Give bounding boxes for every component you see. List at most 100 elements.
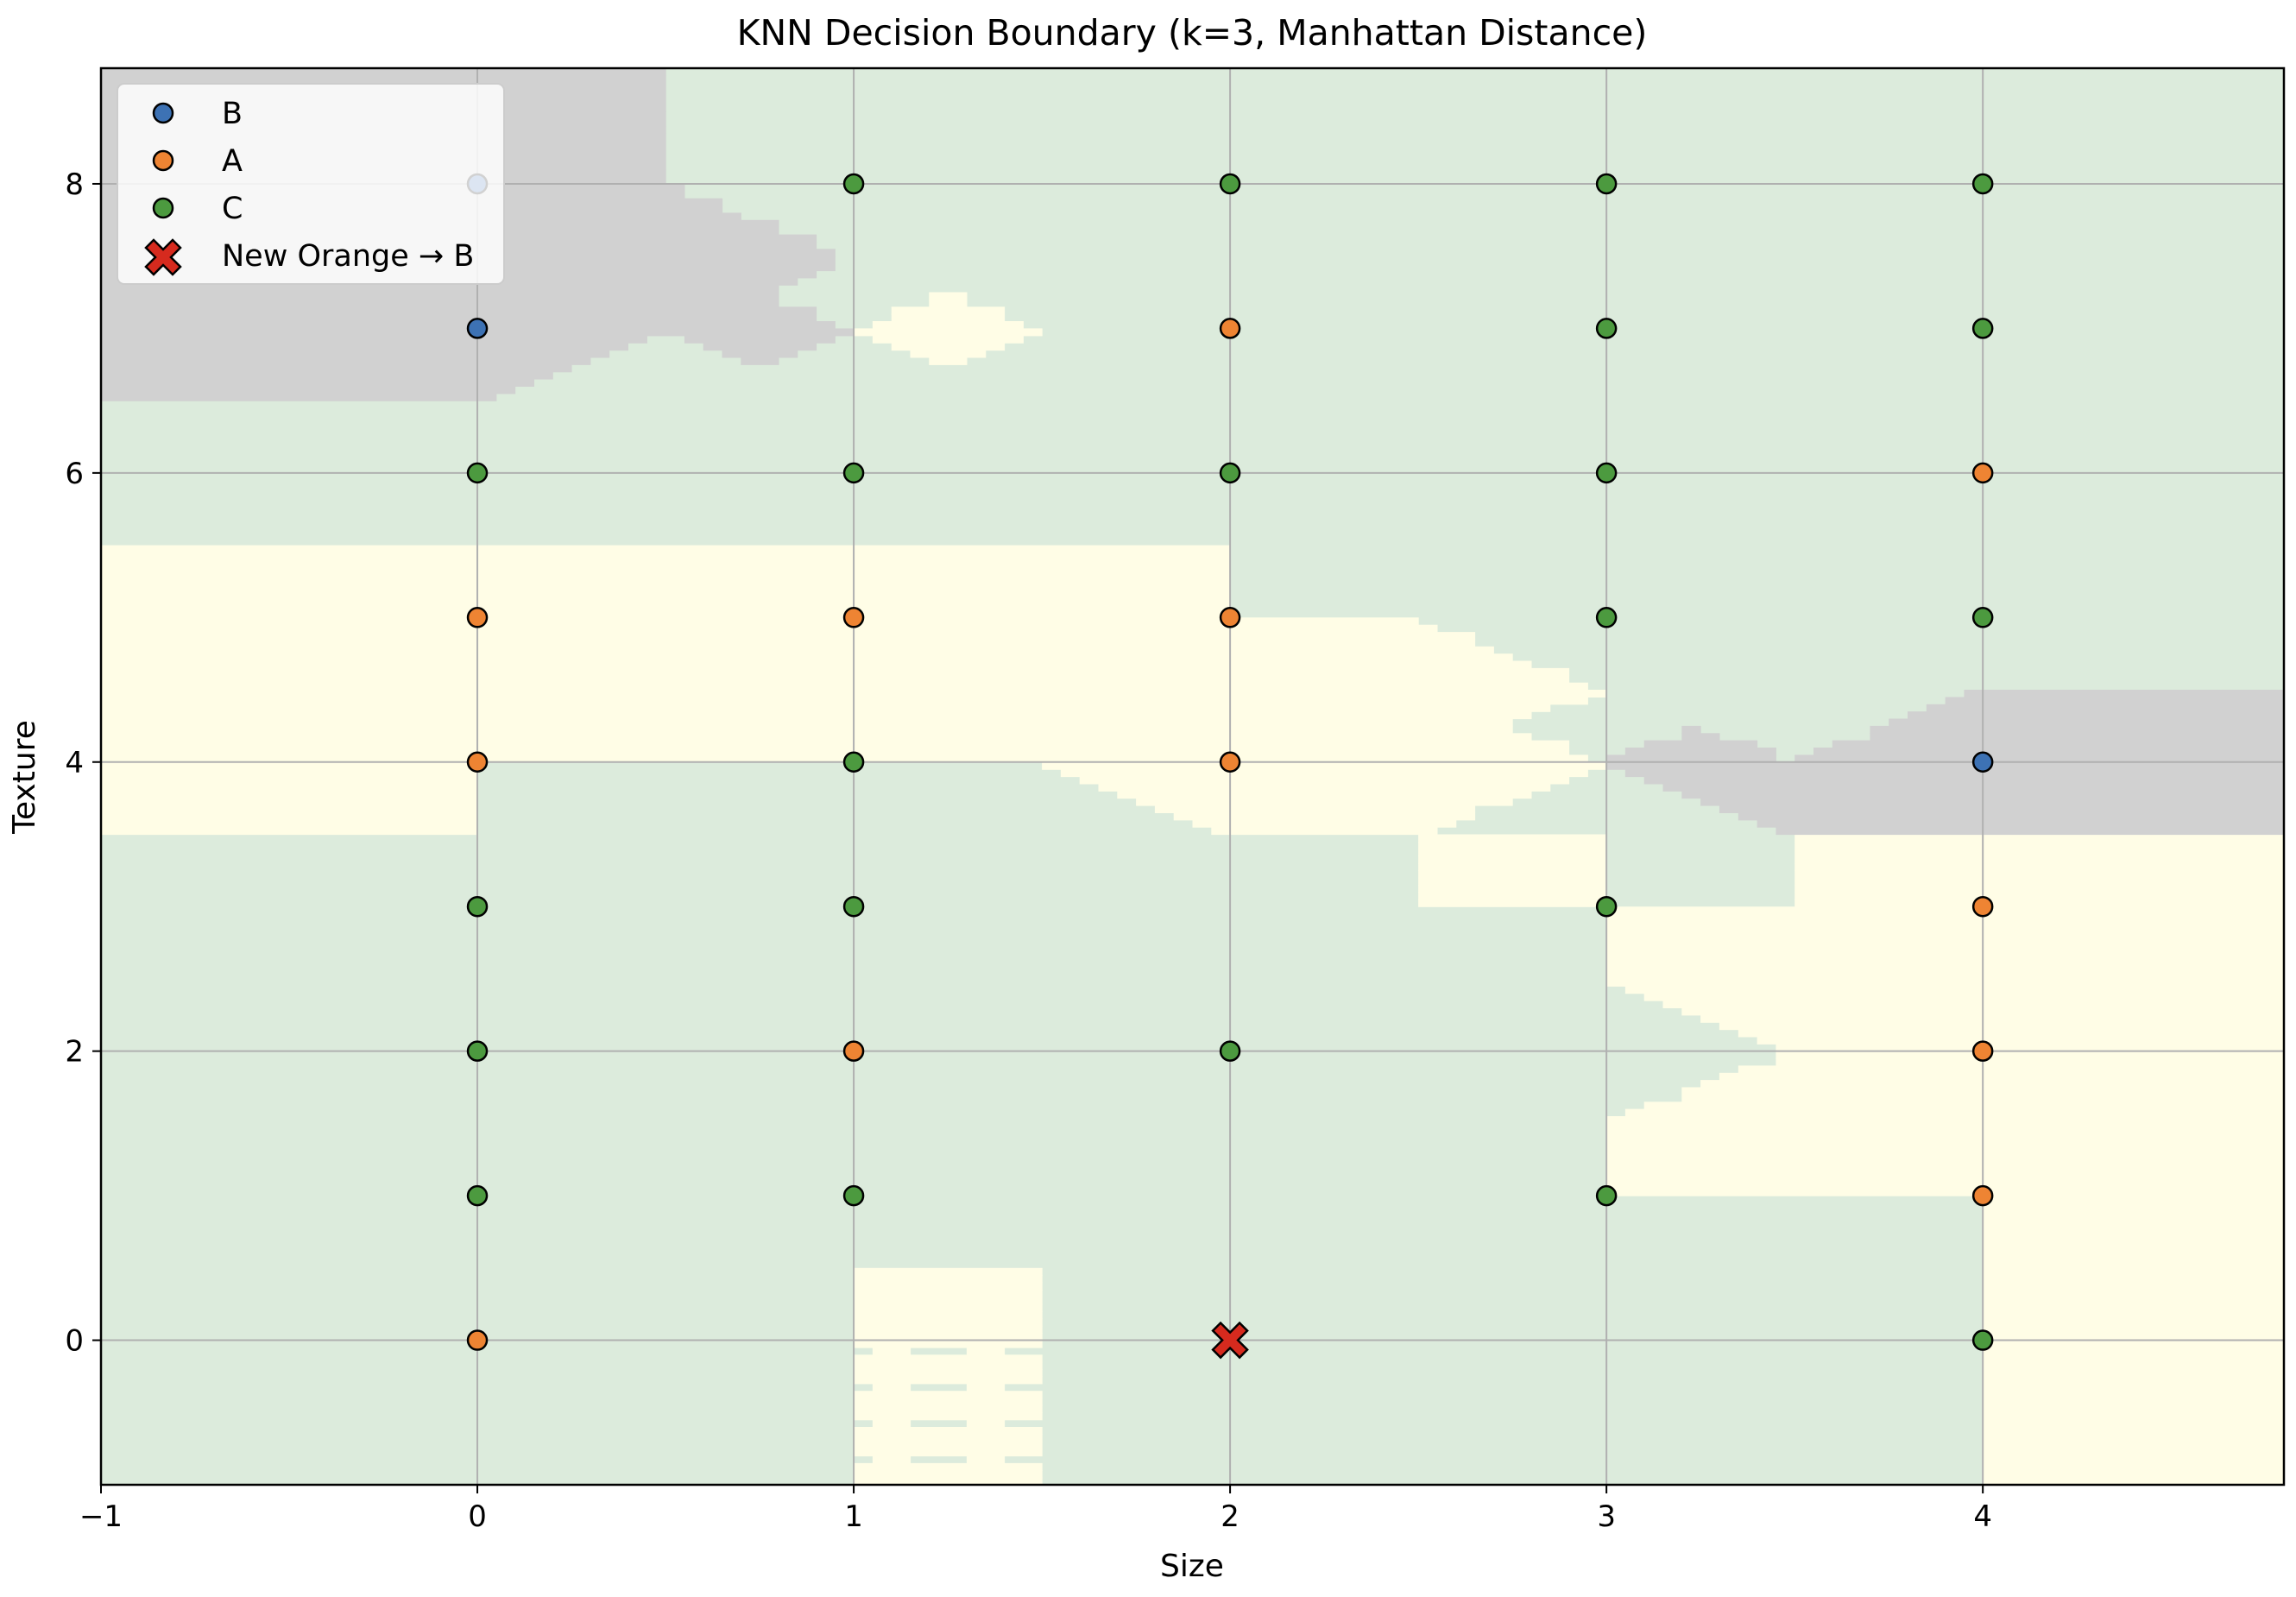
region-cell-A: [1700, 1014, 2285, 1023]
region-cell-A: [101, 639, 1476, 647]
region-cell-B: [1813, 748, 2285, 755]
region-cell-A: [1136, 798, 1513, 806]
plot-frame: [99, 66, 2286, 1487]
region-cell-B: [101, 379, 534, 387]
region-cell-A: [101, 581, 1231, 590]
region-cell-A: [1606, 920, 2285, 929]
y-axis-label: Texture: [7, 720, 42, 835]
region-cell-A: [929, 292, 968, 300]
region-cell-A: [1795, 841, 2285, 849]
region-cell-A: [101, 761, 478, 770]
region-cell-A: [1983, 1340, 2285, 1348]
region-cell-A: [854, 1369, 1043, 1377]
region-cell-A: [101, 609, 1231, 618]
region-cell-A: [1983, 1427, 2285, 1435]
legend-marker: [152, 149, 174, 172]
region-cell-A: [1983, 1398, 2285, 1406]
region-cell-B: [1945, 697, 2285, 705]
region-cell-A: [854, 1434, 1043, 1442]
region-cell-A: [1606, 1174, 2285, 1182]
region-cell-A: [854, 1333, 1043, 1341]
region-cell-A: [1983, 1289, 2285, 1297]
point-c: [1971, 1329, 1994, 1351]
region-cell-A: [854, 1267, 1043, 1276]
region-cell-A: [1983, 1354, 2285, 1363]
legend-box: [117, 83, 505, 285]
region-cell-A: [101, 748, 1570, 755]
point-b: [466, 318, 489, 339]
x-tick-label: −1: [79, 1499, 123, 1534]
region-cell-B: [1624, 748, 1776, 755]
region-cell-A: [1983, 1282, 2285, 1291]
x-tick-label: 2: [1221, 1499, 1239, 1534]
point-c: [842, 1184, 865, 1207]
region-cell-B: [101, 75, 666, 84]
region-cell-A: [854, 1297, 1043, 1305]
region-cell-A: [854, 328, 1043, 337]
region-cell-A: [1795, 885, 2285, 893]
region-cell-A: [101, 545, 1231, 553]
region-cell-A: [1983, 1267, 2285, 1276]
x-axis-ticks: −1 0 1 2 3 4: [79, 1485, 1992, 1534]
region-cell-A: [101, 566, 1231, 575]
region-cell-A: [101, 603, 1231, 611]
region-cell-B: [1606, 754, 1776, 763]
region-cell-B: [1643, 776, 2285, 785]
region-cell-A: [1606, 1188, 2285, 1196]
region-cell-A: [101, 704, 1551, 712]
point-c: [1595, 1184, 1618, 1207]
region-cell-A: [1776, 1044, 2285, 1052]
region-cell-A: [854, 1354, 1043, 1363]
region-cell-A: [1983, 1311, 2285, 1320]
region-cell-A: [1983, 1455, 2285, 1464]
region-cell-A: [872, 1347, 911, 1355]
region-cell-A: [1606, 1181, 2285, 1190]
region-cell-A: [891, 313, 1006, 322]
data-points: [466, 173, 1994, 1360]
region-cell-B: [1719, 805, 2285, 813]
region-cell-A: [101, 646, 1494, 654]
region-cell-A: [1418, 863, 1607, 871]
region-cell-A: [101, 812, 478, 821]
point-a: [1971, 1184, 1994, 1207]
y-tick-label: 8: [65, 167, 84, 202]
region-cell-A: [891, 306, 1006, 315]
region-cell-A: [1606, 950, 2285, 958]
region-cell-A: [1983, 1441, 2285, 1449]
point-c: [1595, 462, 1618, 484]
region-cell-A: [1795, 892, 2285, 900]
legend: BAC New Orange → B: [117, 83, 505, 285]
region-cell-A: [101, 660, 1532, 669]
point-a: [842, 607, 865, 628]
point-a: [1971, 1040, 1994, 1062]
region-cell-B: [1964, 690, 2285, 698]
region-cell-A: [1606, 1123, 2285, 1132]
region-cell-A: [1662, 1000, 2285, 1008]
region-cell-A: [1042, 761, 1607, 770]
region-cell-A: [1983, 1196, 2285, 1204]
point-a: [466, 751, 489, 773]
region-cell-A: [101, 725, 1513, 734]
region-cell-A: [929, 357, 968, 365]
region-cell-A: [1606, 928, 2285, 937]
point-a: [1971, 895, 1994, 918]
region-cell-A: [1983, 1224, 2285, 1233]
region-cell-A: [1418, 849, 1607, 857]
region-cell-A: [1983, 1325, 2285, 1334]
region-cell-B: [101, 371, 553, 380]
region-cell-A: [101, 740, 1570, 748]
region-cell-B: [1832, 740, 2285, 748]
legend-marker: [152, 102, 174, 124]
y-tick-label: 0: [65, 1324, 84, 1359]
legend-label: New Orange → B: [222, 239, 474, 274]
region-cell-B: [101, 393, 497, 401]
region-cell-A: [101, 596, 1231, 604]
region-cell-A: [891, 343, 1006, 351]
region-cell-B: [101, 357, 591, 365]
region-cell-A: [101, 559, 1231, 568]
region-cell-A: [1983, 1318, 2285, 1327]
region-cell-A: [1738, 1029, 2285, 1038]
region-cell-A: [101, 682, 1588, 691]
region-cell-B: [722, 350, 798, 358]
region-cell-A: [101, 718, 1513, 727]
